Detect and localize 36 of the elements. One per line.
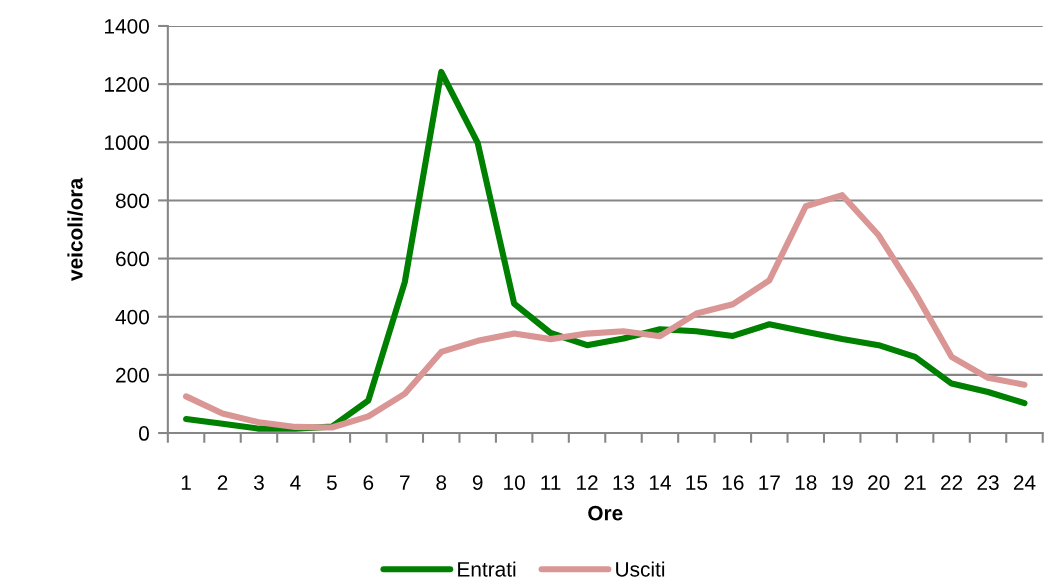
x-tick-label: 1 (181, 475, 191, 490)
x-axis-title: Ore (588, 505, 623, 521)
x-tick-label: 12 (577, 475, 598, 490)
legend-label: Entrati (458, 561, 516, 577)
x-tick-label: 6 (363, 475, 374, 490)
y-tick-label: 0 (139, 426, 149, 441)
y-axis-title: veicoli/ora (67, 177, 83, 281)
x-tick-label: 10 (504, 475, 525, 490)
x-tick-label: 8 (436, 475, 447, 490)
x-tick-label: 11 (541, 475, 561, 490)
y-tick-label: 400 (115, 309, 149, 325)
x-tick-label: 13 (613, 475, 635, 490)
x-tick-label: 23 (977, 475, 999, 490)
y-tick-label: 1400 (105, 18, 149, 34)
legend-label: Usciti (616, 561, 665, 577)
x-tick-label: 17 (759, 475, 780, 490)
x-tick-label: 19 (832, 475, 853, 490)
y-tick-label: 1200 (105, 77, 149, 92)
x-tick-label: 14 (649, 475, 671, 490)
x-tick-label: 4 (290, 475, 301, 490)
x-tick-label: 24 (1013, 475, 1036, 490)
y-tick-label: 200 (116, 367, 149, 383)
x-tick-label: 16 (722, 475, 744, 490)
x-tick-label: 15 (686, 475, 708, 490)
y-tick-label: 800 (115, 193, 149, 209)
x-tick-label: 22 (941, 475, 963, 490)
x-tick-label: 7 (400, 475, 410, 490)
x-tick-label: 3 (253, 475, 264, 490)
x-tick-label: 9 (472, 475, 483, 490)
x-tick-label: 21 (904, 475, 926, 490)
y-tick-label: 600 (116, 251, 149, 267)
x-tick-label: 20 (868, 475, 890, 490)
x-tick-label: 5 (326, 475, 337, 490)
y-tick-label: 1000 (105, 135, 149, 151)
x-tick-label: 2 (217, 475, 228, 490)
x-tick-label: 18 (795, 475, 817, 490)
